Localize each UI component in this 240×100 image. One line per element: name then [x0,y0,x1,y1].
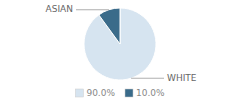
leader-line [76,9,109,10]
legend-label: 10.0% [136,88,165,98]
legend-swatch [125,89,133,97]
slice [84,8,156,80]
chart: WHITE ASIAN 90.0% 10.0% [0,0,240,100]
labels: WHITE ASIAN [46,4,197,82]
slice [99,8,120,44]
legend-label: 90.0% [86,88,115,98]
legend-swatch [75,89,83,97]
slice-label: WHITE [167,73,197,83]
leader-line [131,78,164,79]
slice-label: ASIAN [46,4,73,14]
legend: 90.0% 10.0% [75,88,165,98]
pie [84,8,156,80]
